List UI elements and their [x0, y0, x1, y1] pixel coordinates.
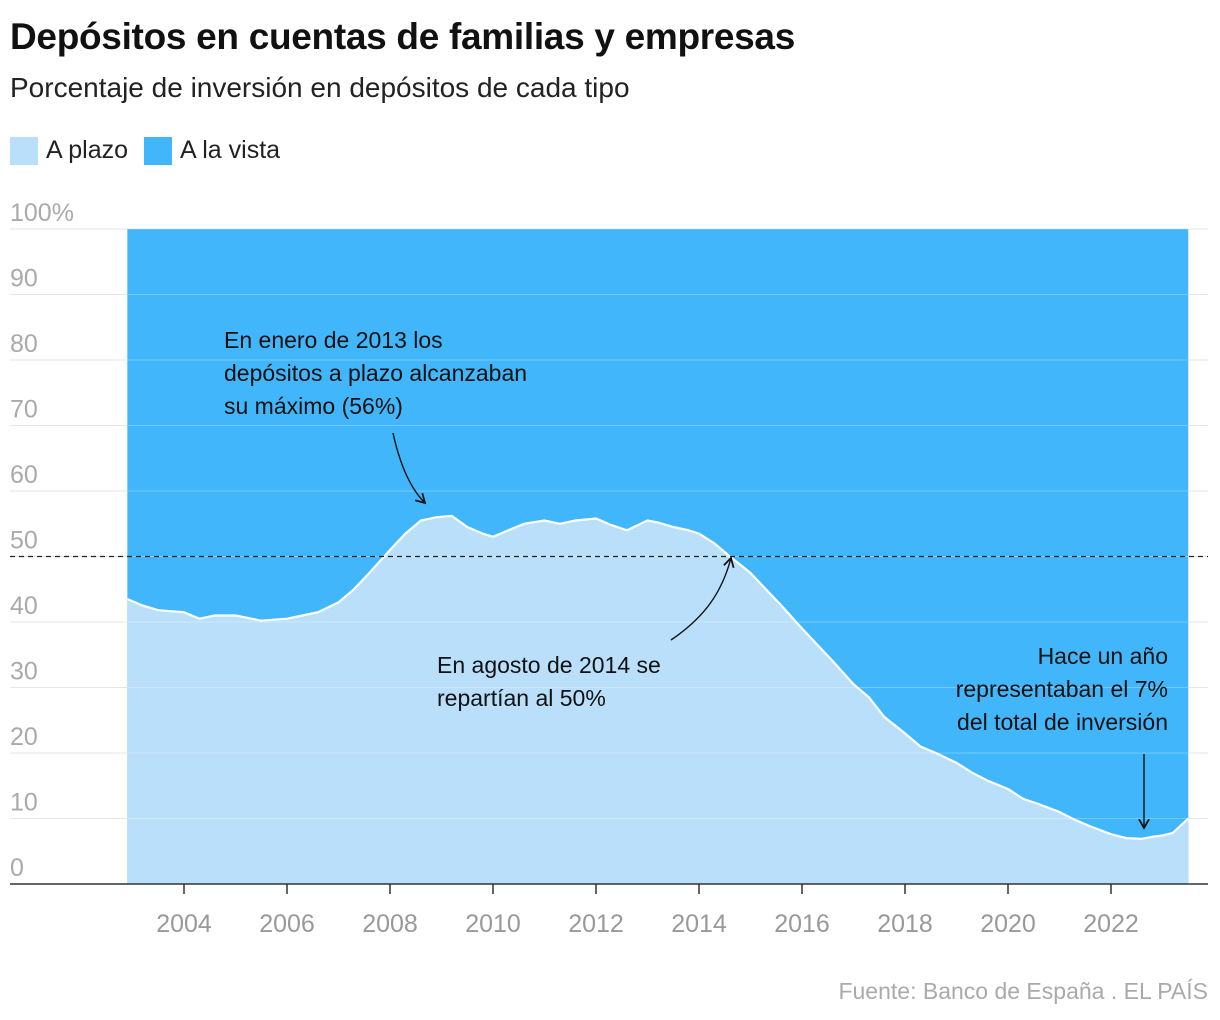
y-tick-label: 60 — [10, 461, 38, 489]
y-tick-label: 70 — [10, 396, 38, 424]
y-tick-label: 100% — [10, 199, 74, 227]
peak-note-line: depósitos a plazo alcanzaban — [224, 360, 527, 386]
recent-note: Hace un año representaban el 7% del total … — [956, 643, 1168, 735]
legend-item-a-plazo: A plazo — [10, 136, 128, 165]
y-tick-label: 0 — [10, 854, 24, 882]
legend: A plazo A la vista — [10, 136, 296, 165]
legend-item-a-la-vista: A la vista — [144, 136, 280, 165]
a-plazo-line — [126, 514, 1190, 840]
split-note: En agosto de 2014 se repartían al 50% — [437, 652, 661, 711]
legend-label-a-plazo: A plazo — [46, 136, 129, 164]
peak-note-line: En enero de 2013 los — [224, 327, 443, 353]
split-arrow — [670, 556, 735, 641]
x-tick-label: 2014 — [671, 910, 727, 938]
source-note: Fuente: Banco de España . EL PAÍS — [838, 978, 1208, 1004]
y-tick-label: 10 — [10, 789, 38, 817]
y-tick-label: 50 — [10, 527, 38, 555]
chart-title: Depósitos en cuentas de familias y empre… — [10, 16, 795, 57]
plot-areas — [126, 229, 1190, 884]
y-axis: 100% 90 80 70 60 50 40 30 20 10 0 — [10, 199, 74, 882]
y-tick-label: 80 — [10, 330, 38, 358]
split-note-line: En agosto de 2014 se — [437, 652, 661, 678]
x-tick-label: 2012 — [568, 910, 624, 938]
x-axis: 2004 2006 2008 2010 2012 2014 2016 2018 2020 2022 — [10, 883, 1208, 938]
x-tick-label: 2008 — [362, 910, 418, 938]
split-note-line: repartían al 50% — [437, 685, 606, 711]
x-tick-label: 2016 — [774, 910, 830, 938]
recent-note-line: del total de inversión — [957, 709, 1168, 735]
x-tick-label: 2006 — [259, 910, 315, 938]
x-tick-label: 2022 — [1083, 910, 1139, 938]
area-a-plazo — [127, 515, 1189, 884]
x-tick-label: 2020 — [980, 910, 1036, 938]
x-tick-label: 2004 — [156, 910, 212, 938]
recent-note-line: Hace un año — [1038, 643, 1168, 669]
annotations: En enero de 2013 los depósitos a plazo al… — [224, 327, 1168, 830]
y-tick-label: 40 — [10, 592, 38, 620]
peak-arrow — [392, 432, 427, 505]
x-tick-label: 2010 — [465, 910, 521, 938]
y-tick-label: 30 — [10, 658, 38, 686]
legend-swatch-a-la-vista — [144, 136, 173, 165]
legend-swatch-a-plazo — [10, 136, 38, 165]
peak-note: En enero de 2013 los depósitos a plazo al… — [224, 327, 527, 419]
x-tick-label: 2018 — [877, 910, 933, 938]
chart-subtitle: Porcentaje de inversión en depósitos de … — [10, 72, 630, 103]
y-tick-label: 20 — [10, 723, 38, 751]
recent-note-line: representaban el 7% — [956, 676, 1168, 702]
y-tick-label: 90 — [10, 265, 38, 293]
peak-note-line: su máximo (56%) — [224, 393, 403, 419]
legend-label-a-la-vista: A la vista — [180, 136, 281, 164]
